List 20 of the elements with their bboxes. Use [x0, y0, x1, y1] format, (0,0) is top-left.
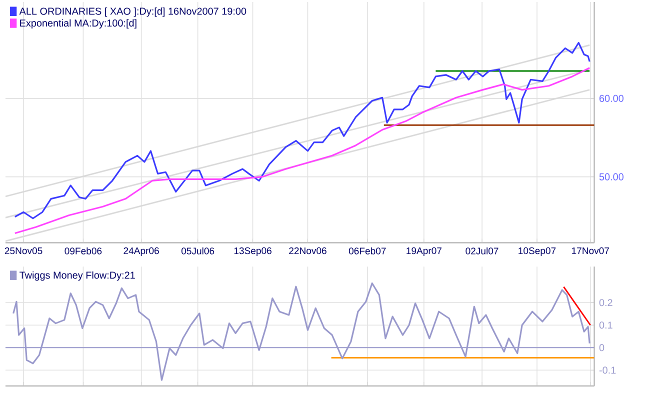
- x-tick-label: 02Jul07: [466, 247, 498, 254]
- legend-label: ALL ORDINARIES [ XAO ]:Dy:[d] 16Nov2007 19:00: [19, 7, 246, 17]
- x-tick-label: 24Apr06: [124, 247, 159, 256]
- x-tick-label: 13Sep06: [234, 247, 272, 256]
- x-tick-label: 19Apr07: [406, 247, 442, 256]
- x-tick-label: 09Feb06: [64, 247, 102, 254]
- x-tick-label: 10Sep07: [518, 247, 556, 256]
- y-tick-label: 0: [599, 344, 604, 352]
- y-tick-label: 0.1: [599, 322, 612, 329]
- y-tick-label: 50.00: [599, 173, 624, 180]
- x-tick-label: 17Nov07: [572, 247, 609, 254]
- legend-label: Twiggs Money Flow:Dy:21: [20, 271, 135, 281]
- x-tick-label: 25Nov05: [4, 247, 42, 254]
- y-tick-label: -0.1: [599, 366, 616, 374]
- x-tick-label: 22Nov06: [289, 247, 326, 254]
- x-tick-label: 06Feb07: [348, 247, 386, 254]
- y-tick-label: 60.00: [599, 94, 624, 102]
- x-tick-label: 05Jul06: [181, 247, 214, 254]
- legend-label: Exponential MA:Dy:100:[d]: [20, 19, 136, 29]
- y-tick-label: 0.2: [599, 299, 612, 306]
